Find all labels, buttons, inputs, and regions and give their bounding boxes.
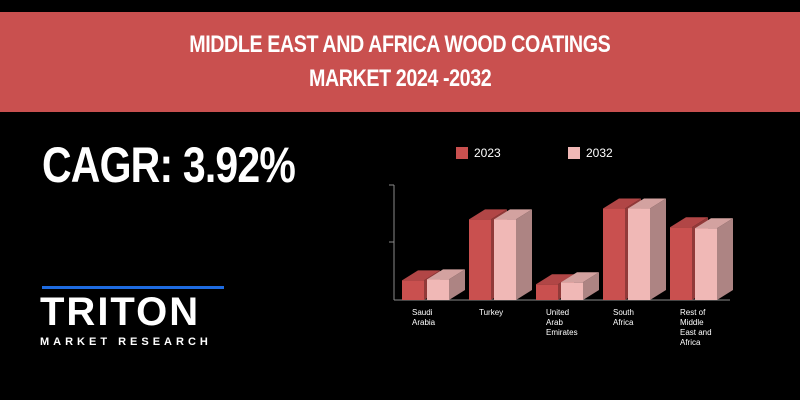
- logo-accent-bar: [42, 286, 224, 289]
- bar-2023-3: [603, 208, 625, 300]
- title-banner: MIDDLE EAST AND AFRICA WOOD COATINGS MAR…: [0, 12, 800, 112]
- bar-2032-2-top: [561, 272, 599, 283]
- bar-2032-3-top: [628, 198, 666, 209]
- bar-2032-4-side: [717, 218, 733, 300]
- bar-2032-0: [427, 279, 449, 300]
- bar-2023-0-top: [402, 270, 440, 281]
- category-label-3: South Africa: [613, 308, 634, 327]
- legend-item-2023: 2023: [456, 146, 501, 160]
- bar-2023-4: [670, 227, 692, 300]
- market-chart: 2023 2032 Saudi Arabia Turkey United Arab …: [360, 140, 780, 390]
- bar-2032-1-top: [494, 209, 532, 220]
- category-label-0: Saudi Arabia: [412, 308, 436, 327]
- legend-swatch-2032: [568, 147, 580, 159]
- bar-2032-3: [628, 208, 650, 300]
- chart-plot: [389, 184, 733, 301]
- triton-logo: TRITON MARKET RESEARCH: [40, 286, 240, 352]
- bar-2023-2: [536, 284, 558, 300]
- cagr-value: CAGR: 3.92%: [42, 137, 296, 193]
- bar-2023-0: [402, 280, 424, 300]
- bar-2023-4-top: [670, 217, 708, 228]
- bar-2023-1: [469, 219, 491, 300]
- title-line-1: MIDDLE EAST AND AFRICA WOOD COATINGS: [189, 31, 611, 58]
- legend-swatch-2023: [456, 147, 468, 159]
- logo-wordmark: TRITON: [40, 290, 201, 334]
- legend-label-2032: 2032: [586, 146, 613, 160]
- bar-2032-0-side: [449, 269, 465, 300]
- bar-2032-1-side: [516, 209, 532, 300]
- bar-2023-2-top: [536, 274, 574, 285]
- bar-2032-4: [695, 228, 717, 300]
- logo-subtitle: MARKET RESEARCH: [40, 336, 212, 348]
- category-label-1: Turkey: [479, 308, 504, 317]
- legend-label-2023: 2023: [474, 146, 501, 160]
- bar-2032-3-side: [650, 198, 666, 300]
- category-label-4: Rest of Middle East and Africa: [680, 308, 712, 347]
- bar-2032-4-top: [695, 218, 733, 229]
- legend-item-2032: 2032: [568, 146, 613, 160]
- bar-2032-1: [494, 219, 516, 300]
- bar-2032-2: [561, 282, 583, 300]
- bar-2032-0-top: [427, 269, 465, 280]
- bar-2032-2-side: [583, 272, 599, 300]
- bar-2023-1-top: [469, 209, 507, 220]
- bar-2023-3-top: [603, 198, 641, 209]
- title-line-2: MARKET 2024 -2032: [308, 65, 492, 92]
- category-label-2: United Arab Emirates: [546, 308, 578, 337]
